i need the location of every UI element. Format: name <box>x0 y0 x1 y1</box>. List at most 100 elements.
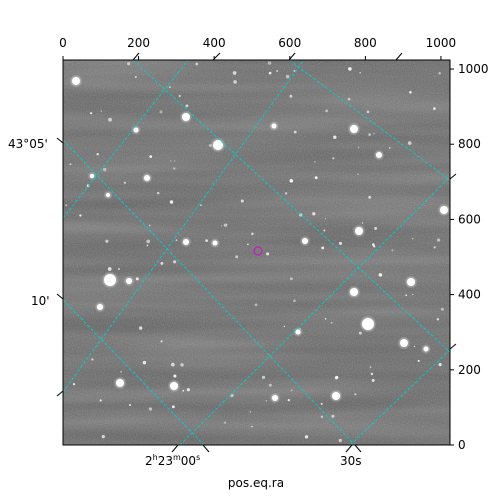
star <box>133 127 139 133</box>
faint-star <box>333 135 337 139</box>
faint-star <box>357 146 360 149</box>
star <box>423 346 429 352</box>
faint-star <box>199 204 202 207</box>
faint-star <box>139 326 143 330</box>
faint-star <box>391 249 394 252</box>
faint-star <box>330 321 333 324</box>
star <box>272 395 278 401</box>
faint-star <box>440 307 444 311</box>
x-tick-label: 200 <box>127 36 150 50</box>
coordinate-grid <box>63 60 450 445</box>
faint-star <box>251 425 253 428</box>
faint-star <box>289 178 294 183</box>
faint-star <box>247 243 249 246</box>
faint-star <box>405 294 408 297</box>
star <box>400 339 408 347</box>
faint-star <box>220 225 223 227</box>
faint-star <box>320 402 323 405</box>
y-tick-label: 1000 <box>458 62 489 76</box>
faint-star <box>120 371 122 373</box>
faint-star <box>146 239 150 244</box>
y-tick-label: 600 <box>458 212 481 226</box>
faint-star <box>160 261 164 265</box>
faint-star <box>173 374 177 378</box>
faint-star <box>283 325 286 328</box>
grid-line <box>63 299 205 445</box>
faint-star <box>254 303 258 307</box>
faint-star <box>436 318 440 321</box>
faint-star <box>148 407 153 411</box>
wcs-tick <box>56 390 64 397</box>
faint-star <box>142 360 147 365</box>
faint-star <box>373 132 375 135</box>
faint-star <box>173 167 176 170</box>
faint-star <box>129 404 131 406</box>
faint-star <box>146 244 149 247</box>
faint-star <box>338 438 342 443</box>
wcs-tick <box>449 343 457 350</box>
faint-star <box>373 245 376 248</box>
faint-star <box>276 69 279 73</box>
faint-star <box>169 86 171 88</box>
faint-star <box>409 91 412 94</box>
faint-star <box>90 112 93 115</box>
grid-line <box>288 60 450 181</box>
faint-star <box>347 97 351 101</box>
faint-star <box>65 204 68 207</box>
star <box>350 125 358 133</box>
star <box>183 239 189 245</box>
faint-star <box>357 173 359 176</box>
star <box>116 379 124 387</box>
faint-star <box>287 398 290 402</box>
faint-star <box>320 415 324 418</box>
dec-tick-label-1: 43°05' <box>8 137 48 151</box>
ra-tick-label-1: 2h23m00s <box>145 453 200 468</box>
faint-star <box>182 389 185 392</box>
faint-star <box>91 358 94 361</box>
faint-star <box>174 160 176 162</box>
dec-tick-label-2: 10' <box>31 294 50 308</box>
faint-star <box>314 161 316 163</box>
star <box>440 206 448 214</box>
target-marker <box>253 246 263 256</box>
faint-star <box>127 62 131 66</box>
ra-axis-label: pos.eq.ra <box>228 476 284 490</box>
axes-frame <box>62 59 451 446</box>
faint-star <box>173 260 177 264</box>
star <box>182 113 190 121</box>
wcs-tick-marks <box>56 52 457 453</box>
star <box>97 304 103 310</box>
faint-star <box>338 241 343 245</box>
sky-image <box>63 60 450 445</box>
faint-star <box>135 277 139 281</box>
faint-star <box>149 155 153 158</box>
faint-star <box>178 94 181 98</box>
faint-star <box>438 363 442 367</box>
faint-star <box>79 214 82 217</box>
faint-star <box>171 405 175 409</box>
faint-star <box>284 192 288 195</box>
faint-star <box>331 414 335 418</box>
faint-star <box>372 243 375 246</box>
ra-tick-label-2: 30s <box>340 454 362 468</box>
y-tick-label: 200 <box>458 363 481 377</box>
faint-star <box>205 239 208 242</box>
star <box>355 227 363 235</box>
star <box>104 274 116 286</box>
faint-star <box>156 191 160 195</box>
faint-star <box>170 362 175 367</box>
faint-star <box>134 76 137 78</box>
faint-star <box>159 110 163 114</box>
star <box>106 193 110 197</box>
star <box>350 288 358 296</box>
pixel-y-axis: 0 200 400 600 800 1000 <box>450 62 489 452</box>
grid-line <box>63 60 305 393</box>
faint-star <box>370 372 374 376</box>
faint-star <box>99 399 102 402</box>
y-tick-label: 400 <box>458 288 481 302</box>
faint-star <box>185 104 189 108</box>
star <box>362 318 374 330</box>
faint-star <box>107 267 112 271</box>
grid-line <box>179 176 450 445</box>
